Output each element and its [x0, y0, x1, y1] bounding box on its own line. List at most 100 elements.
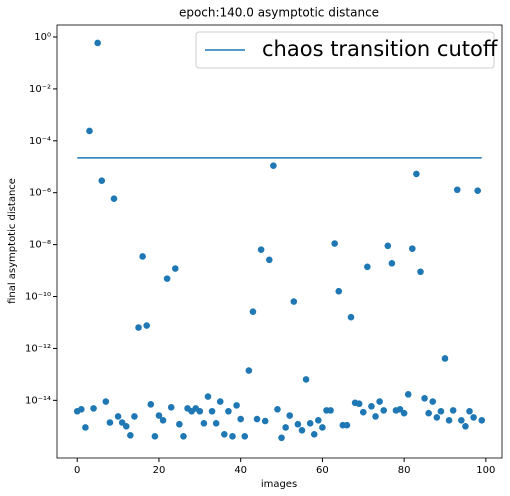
- point: [355, 400, 363, 408]
- point: [310, 431, 318, 438]
- point: [212, 420, 220, 427]
- point: [327, 407, 334, 414]
- point: [474, 187, 481, 194]
- point: [404, 391, 412, 398]
- y-axis-label: final asymptotic distance: [7, 178, 18, 304]
- y-tick-label: 10⁻²: [29, 84, 51, 95]
- point: [237, 415, 244, 423]
- point: [364, 263, 371, 271]
- point: [470, 414, 477, 421]
- point: [86, 127, 93, 135]
- point: [429, 398, 437, 405]
- point: [122, 422, 130, 430]
- point: [282, 424, 289, 431]
- point: [315, 417, 322, 424]
- point: [261, 417, 269, 425]
- point: [82, 424, 89, 431]
- point: [343, 421, 351, 429]
- point: [449, 407, 457, 414]
- point: [306, 420, 314, 427]
- point: [94, 39, 101, 47]
- point: [347, 313, 355, 321]
- y-tick-label: 10⁰: [34, 32, 51, 43]
- point: [298, 427, 306, 434]
- y-tick-label: 10⁻⁴: [29, 136, 51, 147]
- point: [368, 402, 375, 410]
- point: [265, 256, 273, 264]
- point: [417, 268, 424, 276]
- point: [225, 407, 232, 415]
- point: [433, 414, 441, 421]
- point: [155, 412, 163, 419]
- point: [376, 398, 383, 405]
- point: [458, 417, 465, 424]
- point: [441, 355, 449, 362]
- point: [110, 195, 118, 202]
- y-tick-label: 10⁻¹⁰: [25, 292, 51, 303]
- point: [131, 413, 138, 420]
- point: [453, 186, 461, 194]
- y-tick-label: 10⁻¹²: [25, 343, 51, 354]
- point: [257, 246, 265, 253]
- point: [114, 413, 122, 420]
- point: [171, 265, 179, 272]
- point: [241, 433, 249, 440]
- point: [143, 322, 150, 329]
- point: [102, 398, 110, 405]
- legend-box: [195, 31, 495, 69]
- point: [409, 245, 416, 252]
- point: [167, 403, 175, 411]
- point: [335, 287, 343, 295]
- y-tick-label: 10⁻¹⁴: [25, 395, 51, 406]
- x-axis-label: images: [261, 479, 297, 490]
- point: [462, 422, 469, 430]
- point: [139, 253, 146, 260]
- x-tick-label: 0: [74, 465, 80, 476]
- point: [233, 402, 240, 409]
- point: [90, 405, 97, 412]
- point: [372, 413, 379, 420]
- point: [425, 409, 432, 417]
- y-tick-label: 10⁻⁸: [29, 240, 51, 251]
- point: [437, 407, 445, 415]
- point: [135, 324, 142, 331]
- chart-title: epoch:140.0 asymptotic distance: [179, 6, 379, 20]
- point: [286, 412, 294, 419]
- point: [159, 417, 167, 424]
- x-tick-label: 40: [234, 465, 247, 476]
- point: [380, 407, 388, 414]
- point: [290, 298, 298, 305]
- point: [478, 417, 486, 424]
- point: [147, 401, 155, 408]
- point: [98, 177, 106, 185]
- point: [106, 419, 114, 426]
- point: [270, 162, 277, 169]
- point: [400, 409, 408, 417]
- point: [245, 367, 253, 374]
- plot-frame: [56, 24, 503, 459]
- point: [229, 433, 236, 440]
- point: [249, 308, 257, 316]
- point: [274, 406, 281, 413]
- point: [78, 406, 85, 413]
- legend-label: chaos transition cutoff: [262, 37, 498, 61]
- point: [204, 393, 212, 400]
- point: [253, 415, 261, 423]
- point: [388, 260, 396, 267]
- point: [445, 417, 453, 424]
- point: [163, 275, 171, 282]
- point: [294, 420, 302, 428]
- point: [176, 420, 183, 428]
- point: [302, 376, 310, 383]
- y-tick-label: 10⁻⁶: [29, 188, 51, 199]
- x-tick-label: 60: [316, 465, 329, 476]
- x-tick-label: 80: [398, 465, 411, 476]
- point: [359, 408, 367, 416]
- point: [319, 424, 326, 431]
- point: [384, 242, 392, 250]
- point: [466, 407, 473, 415]
- point: [421, 394, 428, 402]
- point: [180, 433, 187, 440]
- x-tick-label: 20: [153, 465, 166, 476]
